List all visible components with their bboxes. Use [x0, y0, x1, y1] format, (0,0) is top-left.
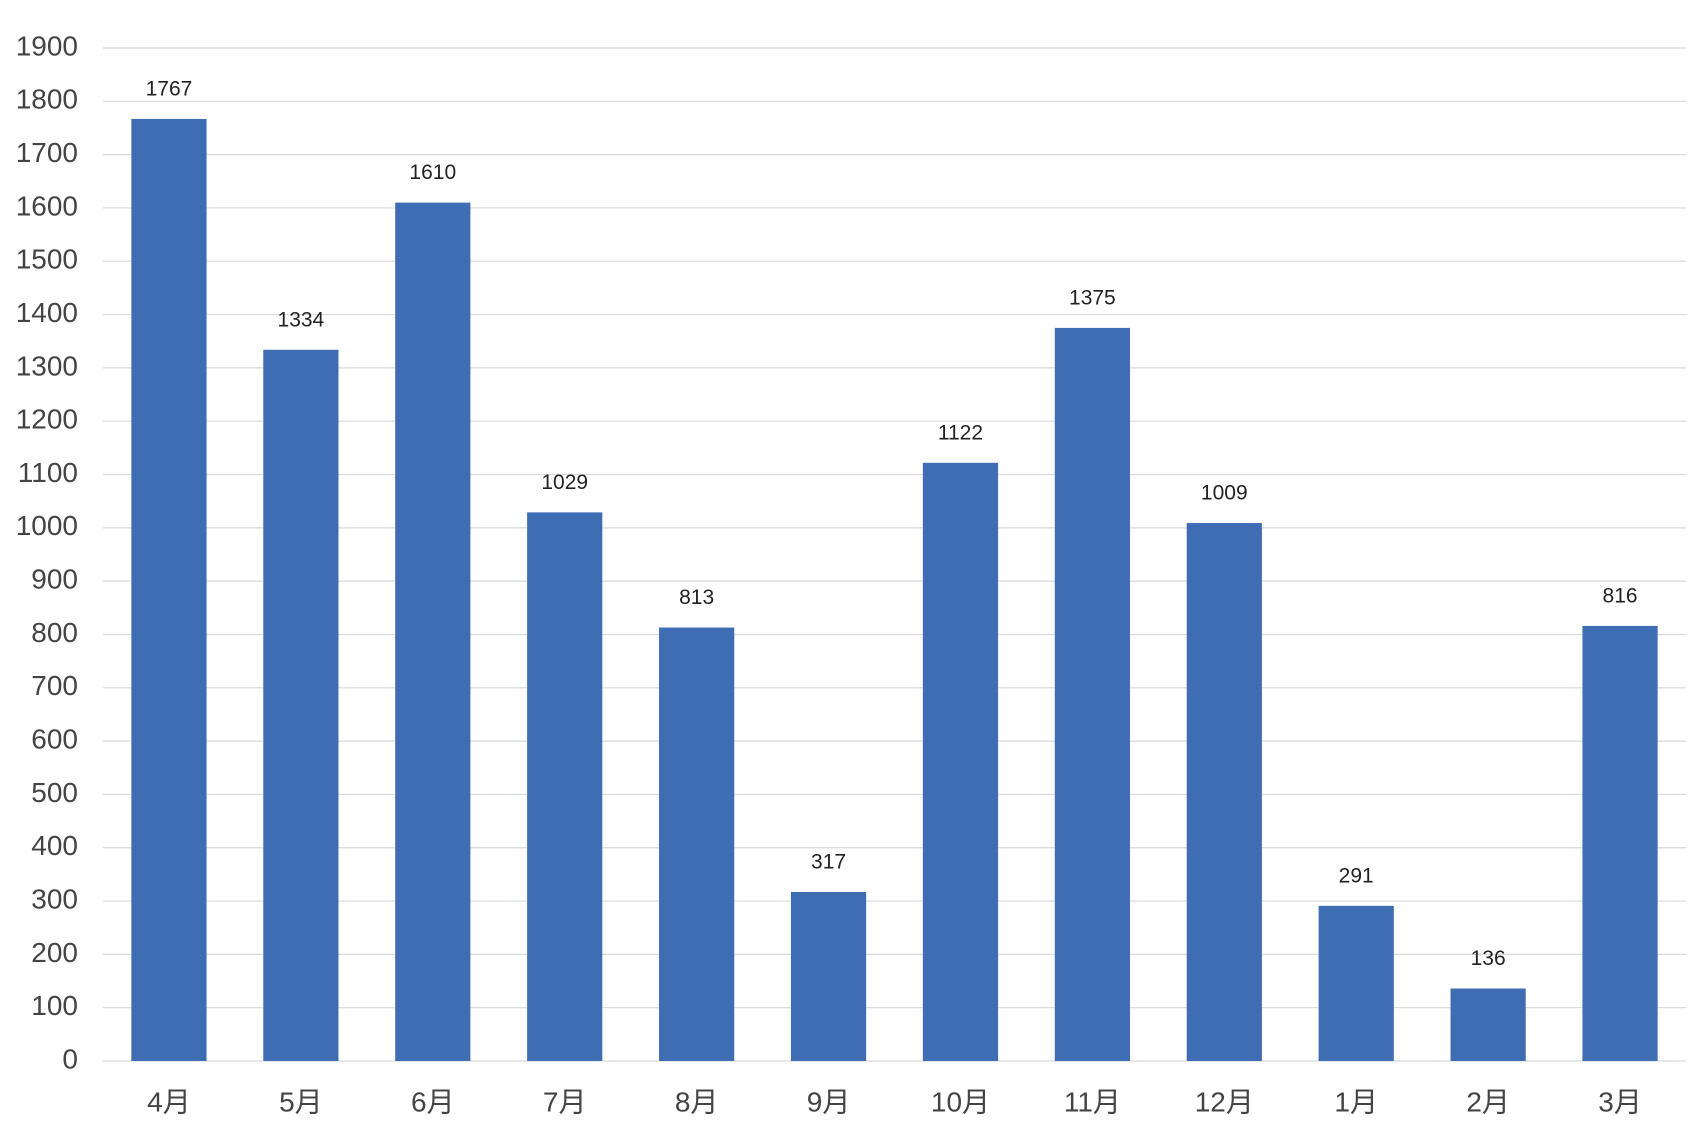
y-tick-label: 1800: [16, 84, 78, 115]
x-tick-label: 4月: [147, 1086, 191, 1117]
data-label: 1767: [146, 77, 193, 100]
y-tick-label: 200: [31, 937, 78, 968]
data-label: 813: [679, 586, 714, 609]
bar: [1318, 905, 1394, 1061]
y-tick-label: 1500: [16, 244, 78, 275]
data-label: 1009: [1201, 482, 1248, 505]
bar: [1450, 988, 1526, 1061]
y-tick-label: 1300: [16, 350, 78, 381]
data-label: 1375: [1069, 286, 1116, 309]
bar: [131, 118, 207, 1061]
x-tick-label: 3月: [1598, 1086, 1642, 1117]
y-tick-label: 700: [31, 670, 78, 701]
y-tick-label: 100: [31, 990, 78, 1021]
x-tick-label: 10月: [931, 1086, 990, 1117]
x-tick-label: 1月: [1334, 1086, 1378, 1117]
bar: [395, 202, 471, 1061]
x-tick-label: 12月: [1195, 1086, 1254, 1117]
y-tick-label: 300: [31, 883, 78, 914]
y-tick-label: 800: [31, 617, 78, 648]
bar: [1054, 327, 1130, 1061]
y-tick-label: 1000: [16, 510, 78, 541]
bar: [1582, 625, 1658, 1061]
bar: [263, 349, 339, 1062]
bar: [527, 512, 603, 1061]
x-tick-label: 9月: [807, 1086, 851, 1117]
y-tick-label: 500: [31, 777, 78, 808]
y-tick-label: 1400: [16, 297, 78, 328]
data-label: 317: [811, 851, 846, 874]
data-label: 291: [1339, 864, 1374, 887]
x-tick-label: 11月: [1064, 1086, 1121, 1117]
data-label: 1610: [409, 161, 456, 184]
y-tick-label: 0: [62, 1043, 78, 1074]
data-label: 816: [1603, 584, 1638, 607]
y-tick-label: 600: [31, 723, 78, 754]
y-tick-label: 1900: [16, 30, 78, 61]
x-tick-label: 6月: [411, 1086, 455, 1117]
x-tick-label: 7月: [543, 1086, 587, 1117]
data-label: 1029: [541, 471, 588, 494]
bar: [790, 891, 867, 1061]
y-tick-label: 1100: [18, 457, 78, 488]
y-tick-label: 1200: [16, 404, 78, 435]
y-tick-label: 1700: [16, 137, 78, 168]
bar: [659, 627, 735, 1061]
y-tick-label: 400: [31, 830, 78, 861]
data-label: 1334: [278, 308, 325, 331]
x-tick-label: 2月: [1466, 1086, 1510, 1117]
x-tick-label: 8月: [675, 1086, 719, 1117]
bar: [922, 462, 999, 1061]
y-tick-label: 1600: [16, 190, 78, 221]
bar: [1186, 523, 1262, 1061]
data-label: 1122: [938, 421, 983, 444]
y-tick-label: 900: [31, 564, 78, 595]
x-tick-label: 5月: [279, 1086, 323, 1117]
data-label: 136: [1471, 947, 1506, 970]
